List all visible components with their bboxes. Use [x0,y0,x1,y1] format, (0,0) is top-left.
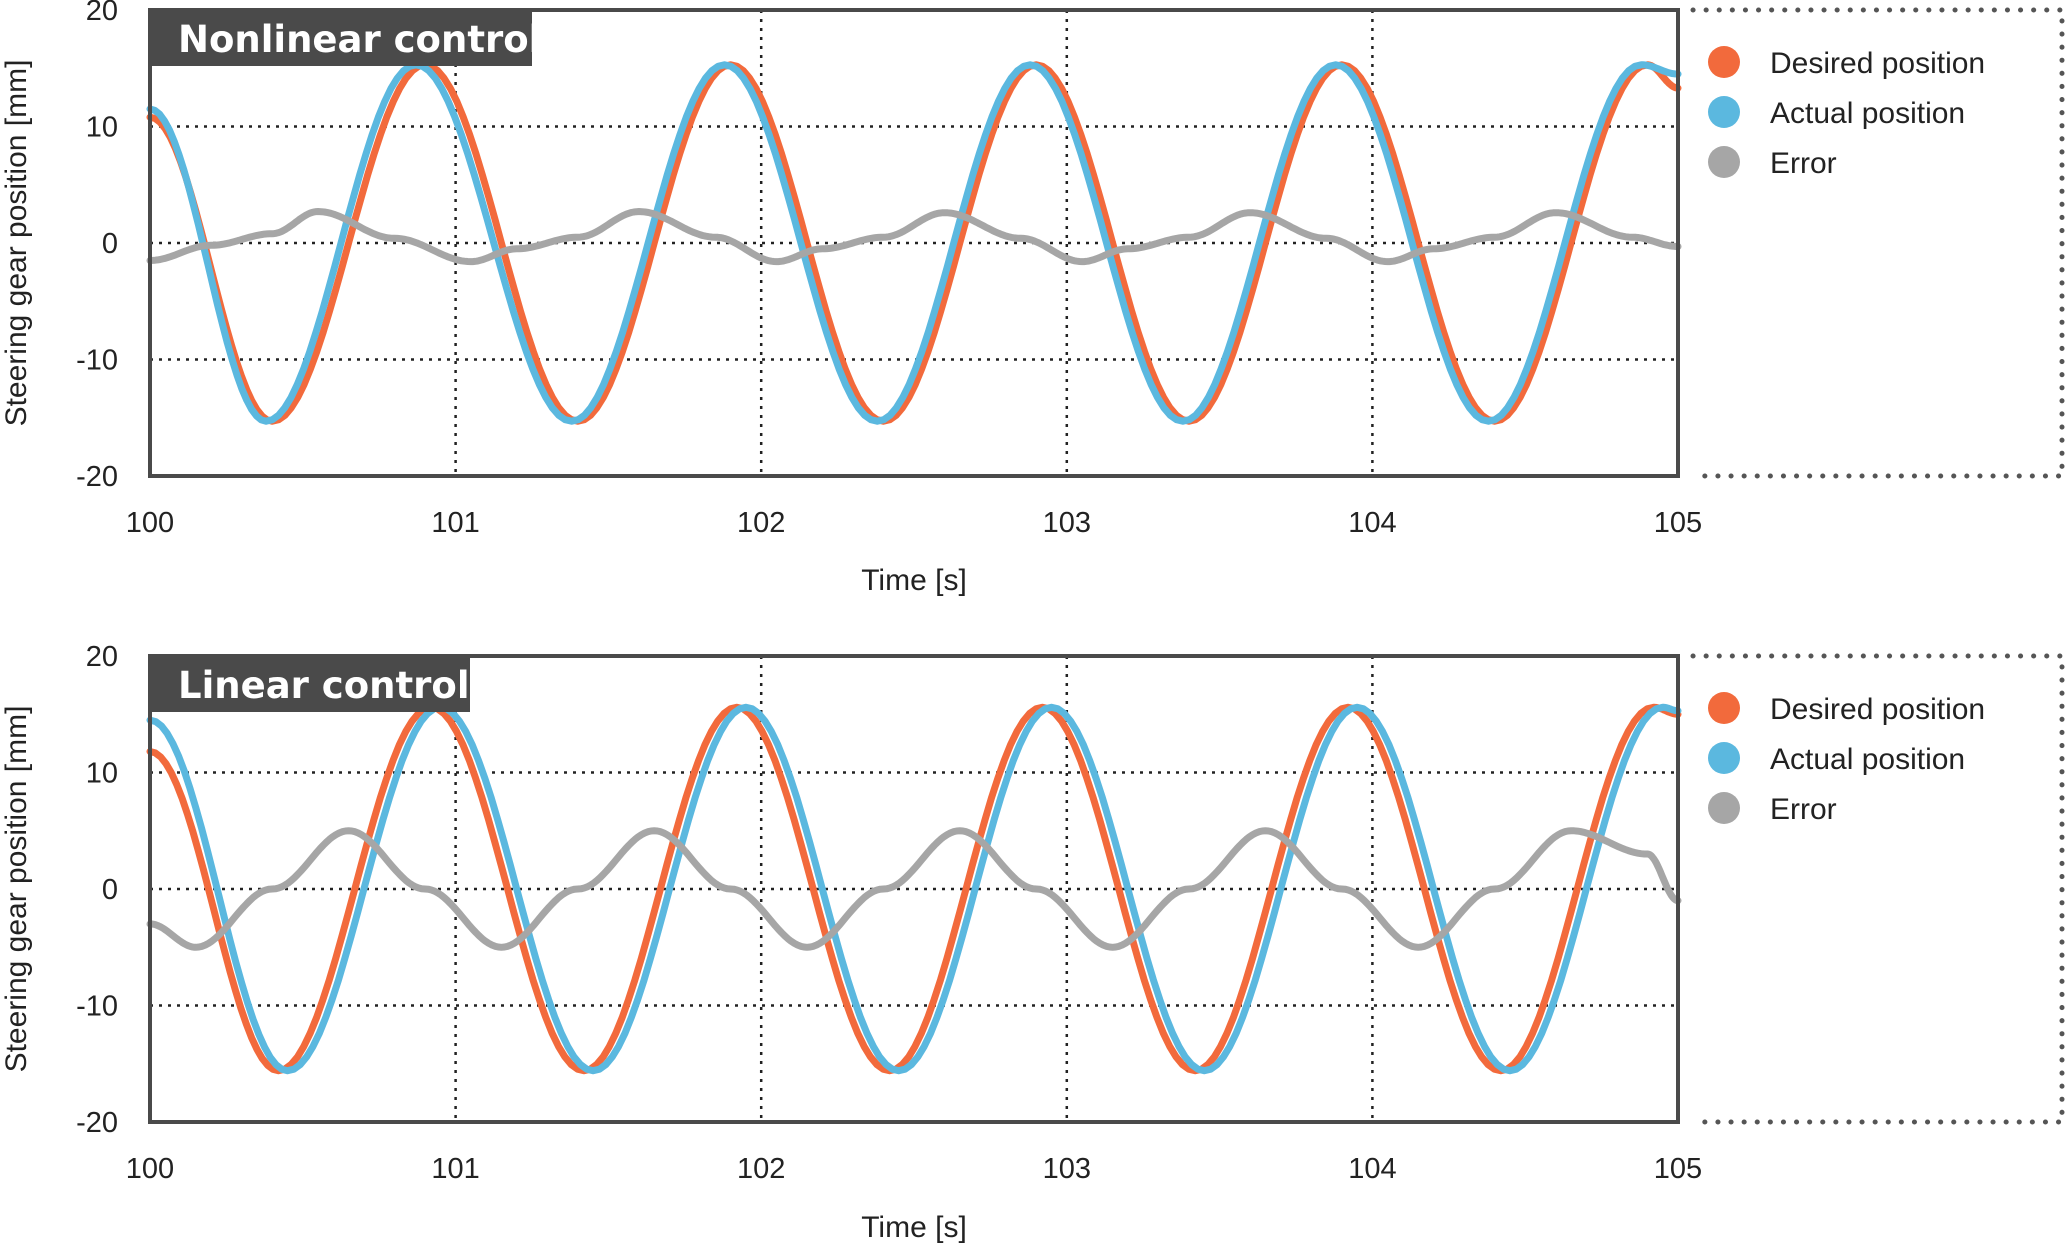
panel-title: Linear control [178,664,470,707]
plot-frame [148,8,1680,478]
x-tick-label: 100 [126,1153,174,1185]
panel-title-box: Linear control [152,658,470,712]
legend: Desired position Actual position Error [1690,7,2065,479]
plot-frame [148,654,1680,1124]
title-background [152,658,470,712]
legend-marker-desired-position [1708,46,1740,78]
series-line-error [146,827,1682,951]
legend-marker-actual-position [1708,96,1740,128]
y-axis-label: Steering gear position [mm] [0,706,33,1073]
x-axis-label: Time [s] [861,564,967,597]
legend-label-desired-position: Desired position [1770,693,1985,726]
legend-label-actual-position: Actual position [1770,97,1965,130]
y-tick-label: -10 [76,991,118,1023]
y-tick-label: -20 [76,461,118,493]
legend-label-desired-position: Desired position [1770,47,1985,80]
legend-frame [1690,653,2065,1125]
legend-label-error: Error [1770,793,1837,826]
legend-label-error: Error [1770,147,1837,180]
legend: Desired position Actual position Error [1690,653,2065,1125]
y-axis-label: Steering gear position [mm] [0,60,33,427]
y-tick-label: 20 [86,0,118,27]
series-line-error [146,208,1682,266]
panel-title-box: Nonlinear control [152,12,541,66]
x-tick-label: 105 [1654,1153,1702,1185]
x-tick-label: 100 [126,507,174,539]
legend-marker-desired-position [1708,692,1740,724]
panel-title: Nonlinear control [178,18,541,61]
x-tick-label: 101 [431,507,479,539]
x-tick-label: 104 [1348,507,1396,539]
y-tick-label: -20 [76,1107,118,1139]
legend-marker-actual-position [1708,742,1740,774]
x-tick-label: 103 [1043,1153,1091,1185]
x-tick-label: 102 [737,507,785,539]
legend-marker-error [1708,792,1740,824]
x-axis-label: Time [s] [861,1211,967,1244]
x-tick-label: 105 [1654,507,1702,539]
legend-marker-error [1708,146,1740,178]
title-background [152,12,532,66]
x-tick-label: 101 [431,1153,479,1185]
x-tick-label: 102 [737,1153,785,1185]
grid [150,656,1678,1122]
legend-frame [1690,7,2065,479]
series-line-actual-position [146,61,1682,425]
series-line-desired-position [146,61,1682,425]
y-tick-label: 10 [86,112,118,144]
x-tick-label: 103 [1043,507,1091,539]
grid [150,10,1678,476]
y-tick-label: -10 [76,345,118,377]
y-tick-label: 0 [102,874,118,906]
y-tick-label: 20 [86,641,118,673]
x-tick-label: 104 [1348,1153,1396,1185]
series-line-desired-position [146,703,1682,1075]
y-tick-label: 0 [102,228,118,260]
y-tick-label: 10 [86,758,118,790]
legend-label-actual-position: Actual position [1770,743,1965,776]
series-line-actual-position [146,703,1682,1075]
